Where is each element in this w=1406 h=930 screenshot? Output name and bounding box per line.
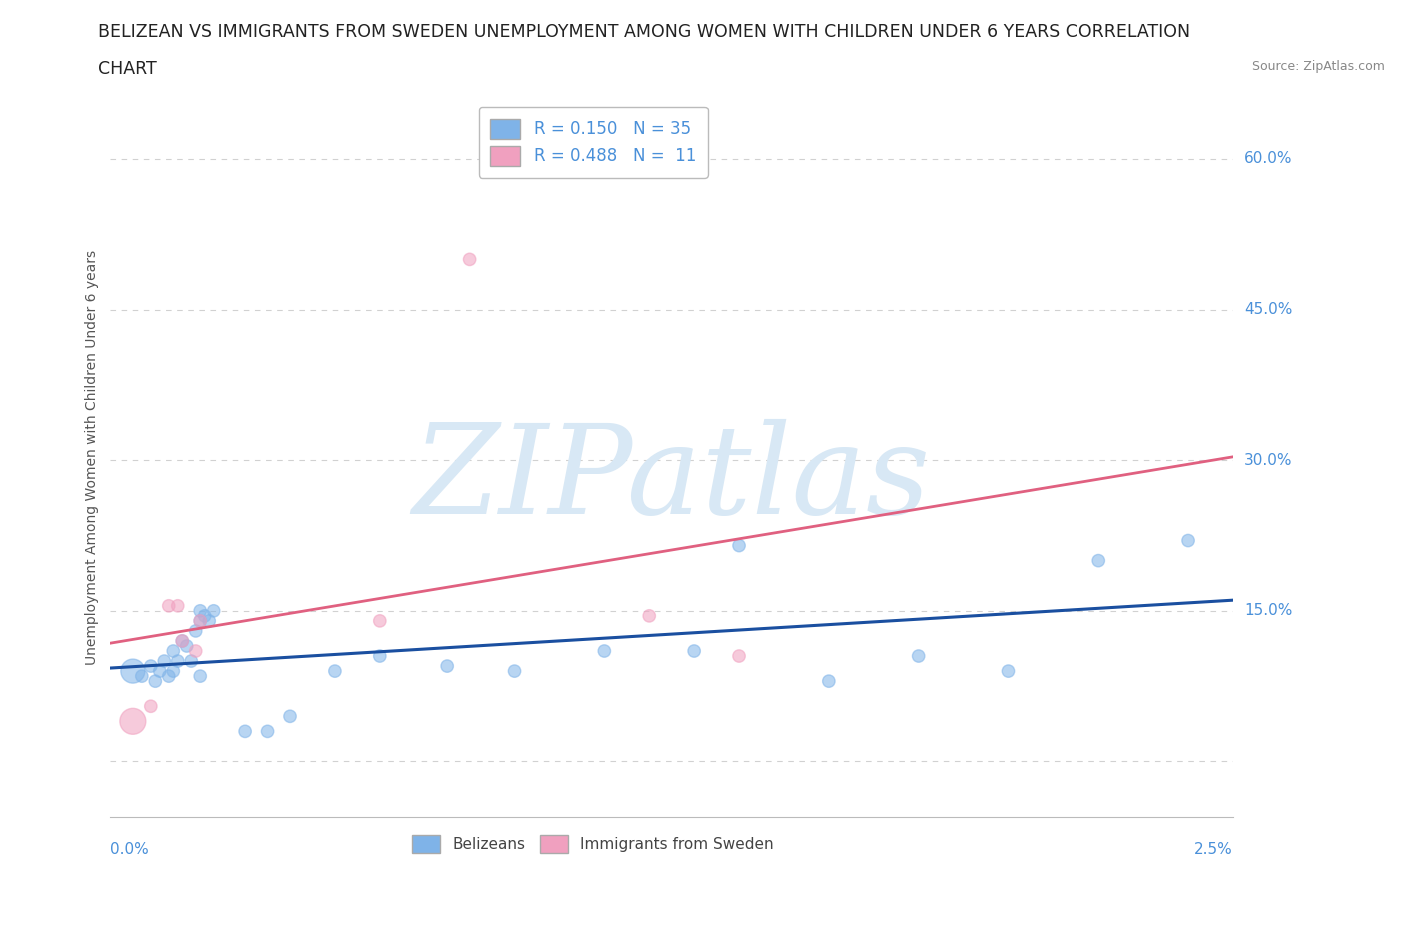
Point — [368, 648, 391, 663]
Point — [194, 608, 217, 623]
Point — [180, 654, 202, 669]
Point — [184, 644, 207, 658]
Point — [149, 664, 172, 679]
Point — [256, 724, 278, 738]
Point — [907, 648, 929, 663]
Point — [188, 669, 211, 684]
Point — [368, 614, 391, 629]
Text: 15.0%: 15.0% — [1244, 604, 1292, 618]
Point — [172, 633, 194, 648]
Text: Source: ZipAtlas.com: Source: ZipAtlas.com — [1251, 60, 1385, 73]
Point — [1177, 533, 1199, 548]
Point — [997, 664, 1019, 679]
Point — [139, 698, 162, 713]
Point — [143, 673, 166, 688]
Point — [162, 664, 184, 679]
Point — [278, 709, 301, 724]
Text: 60.0%: 60.0% — [1244, 152, 1292, 166]
Text: 0.0%: 0.0% — [111, 842, 149, 857]
Text: 45.0%: 45.0% — [1244, 302, 1292, 317]
Point — [323, 664, 346, 679]
Text: CHART: CHART — [98, 60, 157, 78]
Point — [139, 658, 162, 673]
Point — [162, 644, 184, 658]
Text: 2.5%: 2.5% — [1194, 842, 1233, 857]
Text: 30.0%: 30.0% — [1244, 453, 1292, 468]
Point — [188, 604, 211, 618]
Point — [728, 538, 751, 553]
Point — [153, 654, 176, 669]
Point — [184, 623, 207, 638]
Point — [818, 673, 841, 688]
Text: BELIZEAN VS IMMIGRANTS FROM SWEDEN UNEMPLOYMENT AMONG WOMEN WITH CHILDREN UNDER : BELIZEAN VS IMMIGRANTS FROM SWEDEN UNEMP… — [98, 23, 1191, 41]
Point — [166, 598, 188, 613]
Point — [131, 669, 153, 684]
Text: ZIPatlas: ZIPatlas — [412, 418, 931, 540]
Point — [436, 658, 458, 673]
Point — [593, 644, 616, 658]
Point — [683, 644, 706, 658]
Point — [157, 669, 180, 684]
Point — [176, 639, 198, 654]
Point — [121, 664, 143, 679]
Point — [166, 654, 188, 669]
Point — [198, 614, 221, 629]
Point — [157, 598, 180, 613]
Point — [188, 614, 211, 629]
Point — [503, 664, 526, 679]
Point — [728, 648, 751, 663]
Point — [638, 608, 661, 623]
Point — [188, 614, 211, 629]
Point — [233, 724, 256, 738]
Point — [172, 633, 194, 648]
Y-axis label: Unemployment Among Women with Children Under 6 years: Unemployment Among Women with Children U… — [86, 250, 100, 665]
Point — [121, 714, 143, 729]
Legend: Belizeans, Immigrants from Sweden: Belizeans, Immigrants from Sweden — [406, 829, 780, 859]
Point — [1087, 553, 1109, 568]
Point — [202, 604, 225, 618]
Point — [458, 252, 481, 267]
